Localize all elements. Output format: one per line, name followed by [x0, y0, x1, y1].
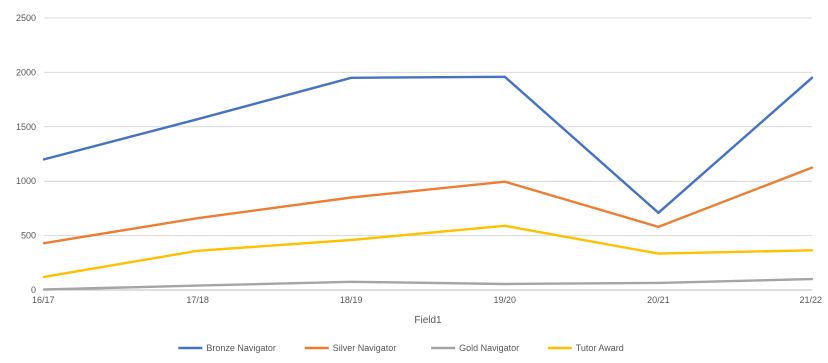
y-tick-label: 1500 [16, 122, 36, 132]
y-tick-label: 1000 [16, 176, 36, 186]
y-tick-label: 500 [21, 231, 36, 241]
legend-label: Tutor Award [576, 343, 624, 353]
x-axis-ticks: 16/17 17/18 18/19 19/20 20/21 21/22 [32, 295, 822, 305]
legend-item: Gold Navigator [431, 343, 519, 353]
x-tick-label: 20/21 [647, 295, 670, 305]
x-tick-label: 16/17 [32, 295, 55, 305]
x-axis-title: Field1 [414, 315, 442, 326]
legend-label: Silver Navigator [333, 343, 397, 353]
x-tick-label: 17/18 [186, 295, 209, 305]
series-line-silver-navigator [42, 166, 814, 245]
y-axis-ticks: 0 500 1000 1500 2000 2500 [16, 13, 36, 295]
legend-item: Silver Navigator [304, 343, 397, 353]
x-tick-label: 18/19 [340, 295, 363, 305]
series-line-bronze-navigator [42, 75, 814, 215]
y-tick-label: 2000 [16, 67, 36, 77]
legend-item: Bronze Navigator [178, 343, 276, 353]
series-lines [42, 75, 814, 291]
legend-label: Gold Navigator [459, 343, 519, 353]
legend-item: Tutor Award [547, 343, 624, 353]
series-line-gold-navigator [42, 277, 814, 291]
legend-label: Bronze Navigator [206, 343, 276, 353]
y-tick-label: 0 [31, 285, 36, 295]
x-tick-label: 21/22 [799, 295, 822, 305]
series-line-tutor-award [42, 224, 814, 279]
x-tick-label: 19/20 [494, 295, 517, 305]
y-tick-label: 2500 [16, 13, 36, 23]
legend: Bronze Navigator Silver Navigator Gold Nav… [178, 343, 624, 353]
gridlines [44, 17, 812, 291]
